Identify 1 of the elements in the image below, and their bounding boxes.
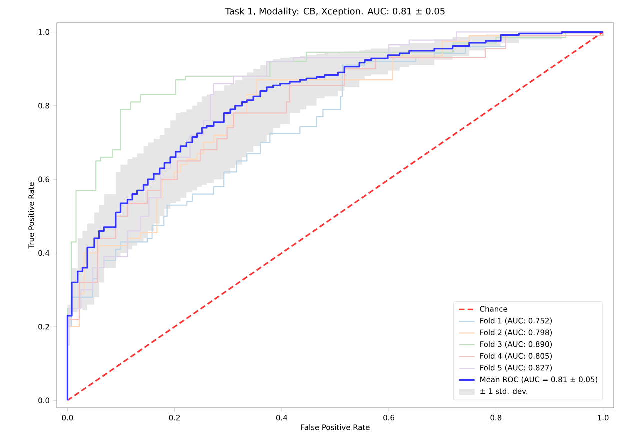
chart-title: Task 1, Modality: CB, Xception. AUC: 0.81 ± 0.05 — [225, 8, 445, 16]
